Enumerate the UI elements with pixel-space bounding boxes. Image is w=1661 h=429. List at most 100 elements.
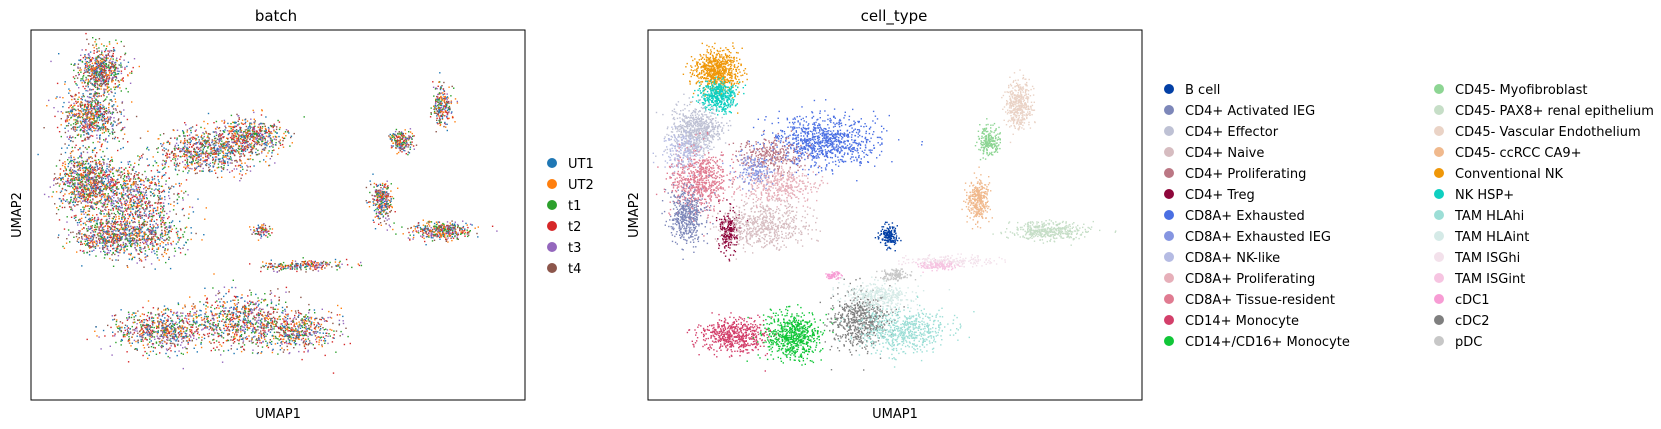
cell-point (120, 121, 122, 124)
cell-point (241, 146, 243, 149)
cell-point (115, 182, 117, 184)
cell-point (164, 163, 166, 166)
cell-point (74, 121, 77, 123)
cell-point (184, 164, 186, 166)
cell-point (117, 243, 119, 246)
cell-point (114, 70, 116, 72)
cell-point (247, 127, 249, 129)
cell-point (213, 131, 216, 133)
cell-point (84, 113, 87, 115)
cell-point (174, 144, 177, 147)
cell-point (68, 122, 70, 125)
cell-point (87, 136, 89, 139)
cell-point (127, 175, 129, 177)
cell-point (134, 229, 136, 231)
cell-point (164, 227, 166, 229)
cell-point (127, 161, 129, 163)
cell-point (88, 117, 91, 119)
cell-point (235, 159, 237, 162)
cell-point (81, 49, 83, 51)
cell-point (287, 130, 289, 132)
cell-point (108, 197, 110, 199)
cell-point (102, 174, 104, 177)
cell-point (237, 115, 239, 117)
cell-point (118, 192, 121, 195)
cell-point (159, 239, 161, 241)
cell-point (218, 141, 220, 143)
cell-point (268, 150, 270, 152)
cell-point (95, 57, 98, 59)
cell-point (182, 142, 184, 144)
cell-point (253, 127, 255, 129)
cell-point (58, 219, 61, 221)
cell-point (161, 145, 163, 147)
cell-point (94, 155, 97, 158)
cell-point (246, 128, 248, 131)
cell-point (130, 245, 132, 247)
cell-point (207, 147, 209, 149)
cell-point (227, 143, 229, 145)
cell-point (81, 113, 84, 115)
cell-point (87, 187, 89, 189)
cell-point (101, 107, 103, 110)
cell-point (82, 78, 84, 80)
cell-point (95, 115, 98, 117)
cell-point (113, 212, 115, 215)
cell-point (127, 238, 129, 240)
cell-point (182, 131, 185, 133)
cell-point (135, 207, 138, 209)
cell-point (96, 80, 99, 82)
cell-point (57, 182, 59, 184)
cell-point (235, 143, 238, 145)
cell-point (90, 178, 93, 180)
cell-point (107, 176, 109, 178)
cell-point (240, 131, 242, 133)
cell-point (156, 236, 158, 238)
cell-point (209, 144, 211, 146)
cell-point (69, 185, 71, 188)
cell-point (161, 177, 163, 179)
cell-point (195, 139, 197, 141)
cell-point (238, 133, 240, 136)
cell-point (150, 242, 152, 244)
cell-point (112, 218, 114, 220)
cell-point (90, 100, 92, 103)
cell-point (63, 182, 65, 184)
cell-point (227, 145, 229, 147)
cell-point (281, 143, 284, 146)
cell-point (101, 165, 103, 167)
cell-point (177, 237, 179, 239)
cell-point (81, 108, 83, 110)
cell-point (118, 215, 120, 218)
cell-point (88, 235, 90, 237)
cell-point (108, 41, 111, 43)
cell-point (126, 221, 129, 223)
cell-point (72, 201, 75, 203)
cell-point (132, 178, 135, 180)
cell-point (231, 135, 233, 137)
cell-point (87, 138, 89, 140)
cell-point (204, 153, 207, 156)
cell-point (83, 186, 85, 189)
cell-point (172, 158, 174, 160)
cell-point (177, 148, 179, 150)
cell-point (61, 147, 63, 149)
cell-point (118, 207, 120, 209)
cell-point (173, 255, 176, 257)
cell-point (115, 194, 118, 196)
cell-point (185, 190, 187, 193)
cell-point (239, 127, 241, 129)
cell-point (269, 124, 272, 127)
cell-point (124, 66, 126, 69)
cell-point (144, 201, 146, 203)
cell-point (203, 234, 205, 236)
cell-point (91, 77, 93, 79)
cell-point (186, 131, 188, 133)
cell-point (93, 114, 95, 116)
cell-point (107, 199, 109, 201)
cell-point (147, 188, 150, 190)
cell-point (92, 95, 95, 97)
cell-point (94, 100, 96, 102)
cell-point (83, 198, 85, 200)
cell-point (205, 151, 207, 153)
